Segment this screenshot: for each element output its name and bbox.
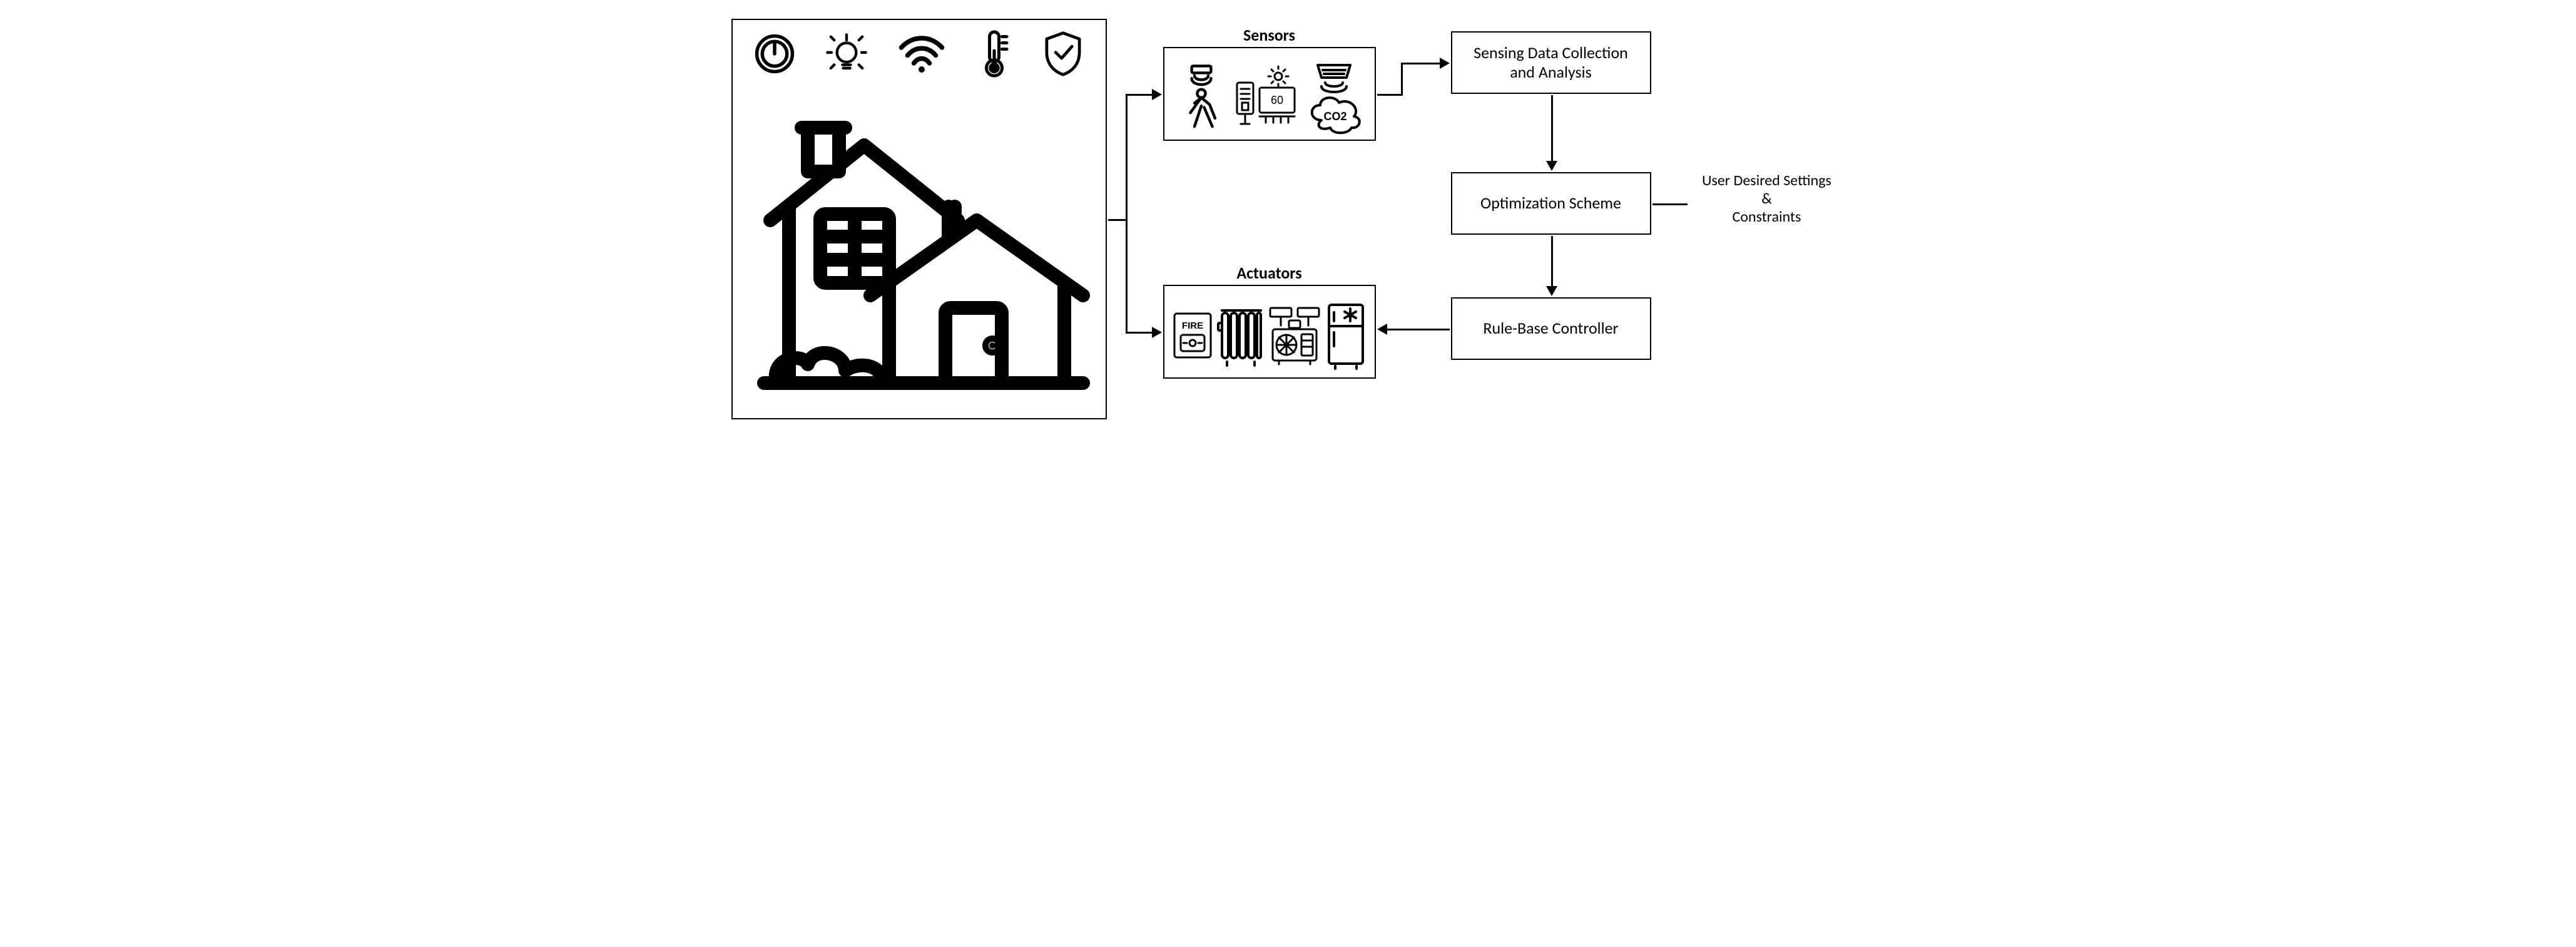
- actuators-box: FIRE: [1163, 285, 1376, 379]
- motion-sensor-icon: [1173, 63, 1229, 132]
- sensing-analysis-box: Sensing Data Collection and Analysis: [1451, 31, 1651, 94]
- fridge-icon: [1324, 301, 1368, 370]
- fire-label-text: FIRE: [1182, 320, 1203, 331]
- thermometer-icon: [975, 29, 1013, 79]
- arrow-line: [1401, 63, 1440, 64]
- arrow-head: [1440, 58, 1450, 69]
- optimization-box: Optimization Scheme: [1451, 172, 1651, 235]
- house-icon: [745, 95, 1096, 408]
- arrow-head: [1546, 161, 1557, 171]
- hvac-icon: [1266, 304, 1323, 367]
- arrow-line: [1126, 332, 1152, 334]
- arrow-head: [1377, 324, 1387, 335]
- arrow-line: [1126, 94, 1128, 332]
- user-settings-label: User Desired Settings & Constraints: [1689, 172, 1845, 226]
- smart-home-panel: [731, 19, 1107, 419]
- power-icon: [753, 32, 797, 76]
- sensing-analysis-label-1: Sensing Data Collection: [1474, 43, 1628, 63]
- meter-icon: 60: [1235, 63, 1297, 132]
- sensing-analysis-label-2: and Analysis: [1474, 63, 1628, 82]
- arrow-head: [1152, 89, 1162, 100]
- controller-label: Rule-Base Controller: [1452, 299, 1650, 359]
- lightbulb-icon: [825, 32, 868, 76]
- wifi-icon: [897, 32, 947, 76]
- arrow-line: [1652, 203, 1688, 205]
- arrow-line: [1551, 236, 1553, 286]
- diagram-canvas: Sensors: [725, 13, 1851, 427]
- shield-check-icon: [1041, 30, 1085, 78]
- actuators-title: Actuators: [1163, 263, 1376, 283]
- co2-sensor-icon: CO2: [1303, 60, 1365, 135]
- user-settings-line2: &: [1689, 190, 1845, 208]
- radiator-icon: [1216, 304, 1266, 367]
- arrow-line: [1551, 95, 1553, 161]
- arrow-line: [1377, 94, 1401, 96]
- arrow-line: [1387, 329, 1450, 330]
- user-settings-line1: User Desired Settings: [1689, 172, 1845, 190]
- user-settings-line3: Constraints: [1689, 208, 1845, 227]
- arrow-line: [1401, 63, 1403, 96]
- fire-alarm-icon: FIRE: [1171, 307, 1214, 364]
- arrow-line: [1108, 219, 1126, 221]
- arrow-head: [1546, 286, 1557, 296]
- optimization-label: Optimization Scheme: [1452, 173, 1650, 233]
- meter-reading-text: 60: [1271, 94, 1283, 106]
- co2-label-text: CO2: [1324, 110, 1347, 123]
- arrow-head: [1152, 327, 1162, 338]
- controller-box: Rule-Base Controller: [1451, 297, 1651, 360]
- sensors-title: Sensors: [1163, 25, 1376, 45]
- arrow-line: [1126, 94, 1152, 96]
- sensors-box: 60 CO2: [1163, 47, 1376, 141]
